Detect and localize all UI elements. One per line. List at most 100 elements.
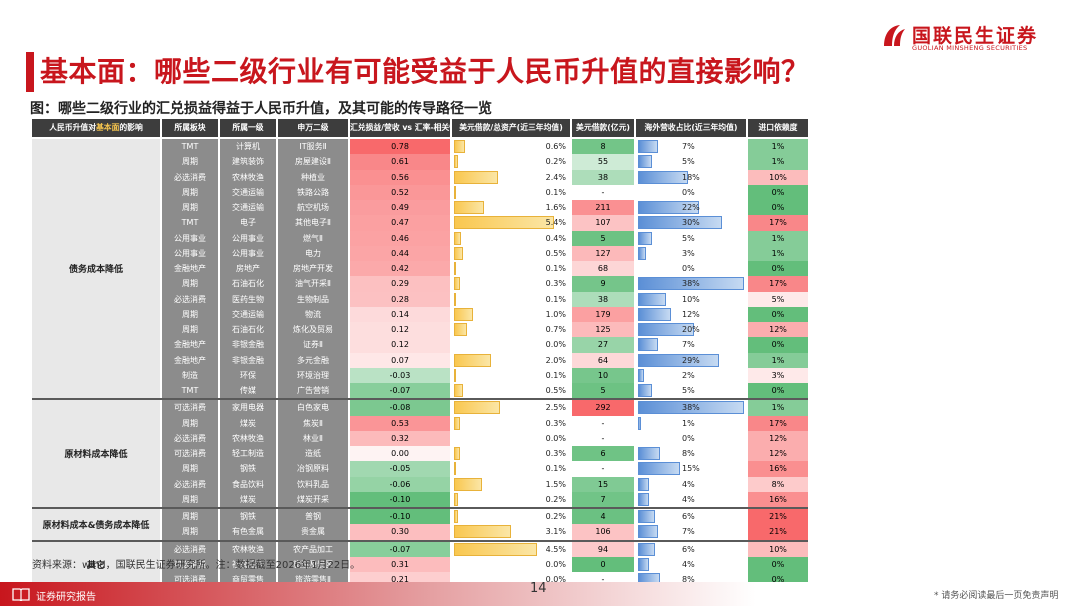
table-row: 公用事业 公用事业 燃气Ⅱ 0.46 0.4% 5 5% 1%	[32, 230, 808, 246]
overseas-value: 8%	[682, 575, 695, 584]
cell-usd-debt: 9	[572, 276, 634, 292]
debt-ratio-bar	[454, 447, 460, 460]
cell-l2: 饮料乳品	[278, 476, 348, 492]
cell-usd-debt: 38	[572, 169, 634, 185]
cell-overseas: 0%	[636, 185, 746, 200]
cell-debt-ratio: 1.0%	[452, 307, 570, 322]
cell-corr: 0.61	[350, 154, 450, 170]
overseas-bar	[638, 447, 661, 460]
overseas-bar	[638, 277, 744, 291]
cell-corr: 0.47	[350, 215, 450, 231]
overseas-bar	[638, 542, 655, 556]
cell-usd-debt: 38	[572, 291, 634, 307]
overseas-value: 38%	[682, 403, 700, 413]
cell-debt-ratio: 0.2%	[452, 492, 570, 507]
cell-sector: 周期	[162, 322, 218, 338]
cell-corr: 0.12	[350, 322, 450, 338]
cell-debt-ratio: 0.2%	[452, 509, 570, 524]
cell-sector: 金融地产	[162, 337, 218, 353]
debt-ratio-value: 0.4%	[545, 233, 566, 243]
table-row: 必选消费 食品饮料 饮料乳品 -0.06 1.5% 15 4% 8%	[32, 476, 808, 492]
debt-ratio-value: 2.4%	[545, 172, 566, 182]
debt-ratio-bar	[454, 525, 512, 539]
cell-debt-ratio: 0.3%	[452, 416, 570, 431]
cell-import-dep: 8%	[748, 476, 808, 492]
overseas-value: 5%	[682, 157, 695, 167]
cell-sector: 必选消费	[162, 541, 218, 557]
footer: 证券研究报告 14 * 请务必阅读最后一页免责声明	[0, 578, 1080, 606]
cell-overseas: 8%	[636, 446, 746, 461]
cell-usd-debt: 179	[572, 306, 634, 322]
debt-ratio-bar	[454, 384, 464, 397]
overseas-bar	[638, 246, 647, 260]
overseas-value: 0%	[682, 433, 695, 443]
overseas-bar	[638, 384, 652, 397]
debt-ratio-bar	[454, 170, 499, 184]
table-row: 周期 钢铁 冶钢原料 -0.05 0.1% - 15% 16%	[32, 461, 808, 477]
cell-overseas: 38%	[636, 276, 746, 291]
cell-corr: 0.07	[350, 352, 450, 368]
debt-ratio-bar	[454, 216, 554, 230]
cell-debt-ratio: 0.0%	[452, 572, 570, 587]
cell-import-dep: 0%	[748, 383, 808, 399]
col-header-debt-ratio: 美元借款/总资产(近三年均值)	[452, 119, 570, 137]
cell-overseas: 5%	[636, 231, 746, 246]
debt-ratio-bar	[454, 140, 466, 153]
cell-l1: 环保	[220, 367, 276, 383]
cell-usd-debt: -	[572, 461, 634, 477]
cell-sector: 周期	[162, 200, 218, 216]
overseas-value: 12%	[682, 309, 700, 319]
cell-corr: 0.28	[350, 291, 450, 307]
overseas-bar	[638, 140, 658, 153]
cell-corr: 0.14	[350, 306, 450, 322]
cell-usd-debt: 106	[572, 524, 634, 540]
table-row: 周期 交通运输 物流 0.14 1.0% 179 12% 0%	[32, 306, 808, 322]
debt-ratio-bar	[454, 246, 464, 260]
cell-corr: 0.78	[350, 139, 450, 155]
debt-ratio-value: 3.1%	[545, 527, 566, 537]
table-header-row: 人民币升值对基本面的影响 所属板块 所属一级 申万二级 汇兑损益/营收 vs 汇…	[32, 119, 808, 137]
cell-corr: 0.42	[350, 261, 450, 277]
table-row: 必选消费 农林牧渔 林业Ⅱ 0.32 0.0% - 0% 12%	[32, 430, 808, 446]
cell-l2: 电力	[278, 245, 348, 261]
disclaimer: * 请务必阅读最后一页免责声明	[934, 591, 1059, 601]
cell-corr: 0.31	[350, 556, 450, 572]
cell-sector: 可选消费	[162, 556, 218, 572]
cell-debt-ratio: 1.6%	[452, 200, 570, 215]
cell-debt-ratio: 3.1%	[452, 524, 570, 539]
logo-text-en: GUOLIAN MINSHENG SECURITIES	[912, 44, 1028, 52]
cell-l1: 农林牧渔	[220, 169, 276, 185]
cell-overseas: 1%	[636, 416, 746, 431]
book-icon	[12, 588, 30, 601]
col-header-impact: 人民币升值对基本面的影响	[32, 119, 160, 137]
cell-corr: 0.56	[350, 169, 450, 185]
overseas-bar	[638, 323, 694, 336]
cell-sector: 必选消费	[162, 476, 218, 492]
debt-ratio-value: 0.2%	[545, 494, 566, 504]
cell-l1: 有色金属	[220, 524, 276, 540]
cell-debt-ratio: 0.3%	[452, 446, 570, 461]
cell-corr: -0.10	[350, 491, 450, 507]
cell-sector: 必选消费	[162, 291, 218, 307]
table-row: 周期 交通运输 铁路公路 0.52 0.1% - 0% 0%	[32, 184, 808, 200]
cell-l1: 计算机	[220, 139, 276, 155]
cell-import-dep: 1%	[748, 352, 808, 368]
cell-l1: 钢铁	[220, 461, 276, 477]
debt-ratio-bar	[454, 401, 501, 415]
cell-corr: 0.30	[350, 524, 450, 540]
cell-sector: 必选消费	[162, 169, 218, 185]
cell-corr: -0.10	[350, 509, 450, 525]
overseas-bar	[638, 525, 658, 539]
cell-import-dep: 0%	[748, 200, 808, 216]
cell-l2: 航空机场	[278, 200, 348, 216]
cell-import-dep: 1%	[748, 139, 808, 155]
cell-usd-debt: 94	[572, 541, 634, 557]
debt-ratio-bar	[454, 368, 456, 382]
cell-sector: 公用事业	[162, 230, 218, 246]
overseas-bar	[638, 292, 666, 306]
overseas-value: 22%	[682, 203, 700, 212]
debt-ratio-bar	[454, 231, 462, 245]
overseas-value: 30%	[682, 218, 700, 228]
overseas-value: 29%	[682, 355, 700, 365]
cell-corr: 0.44	[350, 245, 450, 261]
